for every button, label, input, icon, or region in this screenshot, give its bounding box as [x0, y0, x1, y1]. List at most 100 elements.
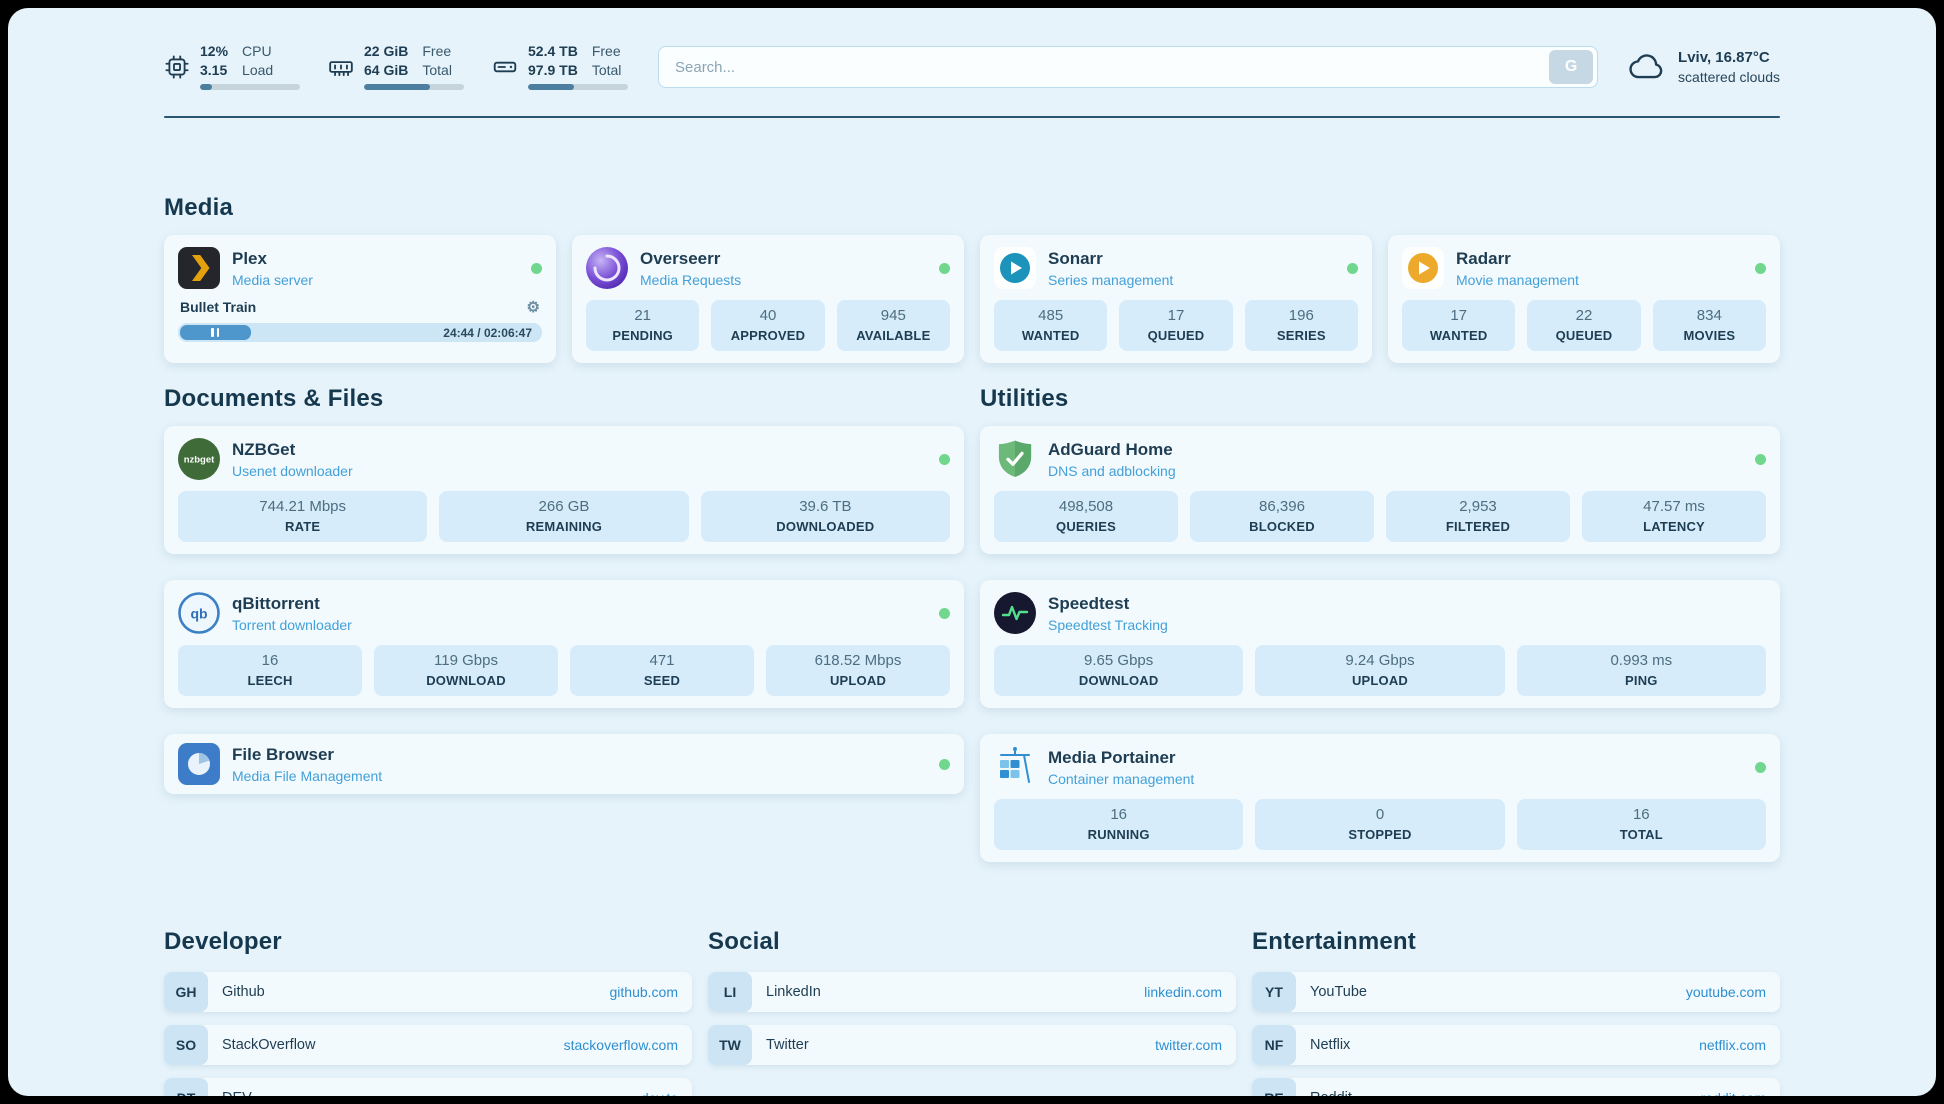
stat-label: WANTED	[1021, 328, 1080, 344]
filebrowser-icon	[178, 743, 220, 786]
search-input[interactable]	[659, 58, 1550, 76]
radarr-icon	[1402, 247, 1444, 290]
bookmark-url[interactable]: reddit.com	[1701, 1090, 1766, 1096]
section-documents: Documents & Files nzbget NZBGet Usenet d…	[164, 385, 964, 795]
card-qbittorrent[interactable]: qb qBittorrent Torrent downloader 16	[164, 580, 964, 709]
cpu-load-value: 3.15	[200, 61, 228, 78]
status-dot	[939, 262, 950, 274]
bookmark-url[interactable]: dev.to	[641, 1090, 678, 1096]
stat-label: UPLOAD	[1351, 673, 1409, 689]
cpu-usage-bar-fill	[200, 84, 212, 91]
radarr-header: Radarr Movie management	[1402, 247, 1766, 290]
section-title-entertainment: Entertainment	[1252, 928, 1416, 956]
stat-label: BLOCKED	[1249, 519, 1315, 535]
card-adguard[interactable]: AdGuard Home DNS and adblocking 498,508 …	[980, 426, 1780, 555]
stat-label: REMAINING	[525, 519, 603, 535]
disk-total-value: 97.9 TB	[528, 61, 578, 78]
bookmark-name: YouTube	[1310, 984, 1367, 1001]
stat-label: UPLOAD	[829, 673, 887, 689]
stat-value: 9.24 Gbps	[1345, 652, 1415, 670]
youtube-abbr-icon: YT	[1252, 972, 1296, 1013]
card-plex[interactable]: Plex Media server Bullet Train ⚙	[164, 235, 556, 364]
stat-label: SEED	[643, 673, 681, 689]
stat-label: AVAILABLE	[856, 328, 931, 344]
stat-label: DOWNLOADED	[776, 519, 875, 535]
stat-upload: 618.52 Mbps UPLOAD	[766, 645, 950, 697]
bookmark-youtube[interactable]: YT YouTube youtube.com	[1252, 972, 1780, 1013]
playback-progress-bar: 24:44 / 02:06:47	[178, 323, 542, 343]
card-nzbget[interactable]: nzbget NZBGet Usenet downloader 744.21 M…	[164, 426, 964, 555]
stat-label: APPROVED	[730, 328, 806, 344]
disk-usage-bar-fill	[528, 84, 574, 91]
linkedin-abbr-icon: LI	[708, 972, 752, 1013]
stat-value: 17	[1167, 307, 1185, 325]
status-dot	[939, 453, 950, 465]
service-subtitle: Torrent downloader	[232, 616, 352, 633]
section-media: Media Plex Media server	[164, 194, 1780, 364]
stat-filtered: 2,953 FILTERED	[1386, 491, 1570, 543]
search-engine-button[interactable]: G	[1549, 50, 1594, 85]
stat-value: 17	[1450, 307, 1467, 325]
stat-label: QUEUED	[1147, 328, 1205, 344]
section-title-developer: Developer	[164, 928, 282, 956]
stackoverflow-abbr-icon: SO	[164, 1025, 208, 1066]
bookmark-dev[interactable]: DT DEV dev.to	[164, 1078, 692, 1096]
dashboard-page: 12% 3.15 CPU Load	[8, 8, 1936, 1096]
card-radarr[interactable]: Radarr Movie management 17 WANTED 22 QUE…	[1388, 235, 1780, 364]
cpu-percent: 12%	[200, 43, 229, 59]
bookmark-group-developer: Developer GH Github github.com SO StackO…	[164, 928, 692, 1096]
card-portainer[interactable]: Media Portainer Container management 16 …	[980, 734, 1780, 863]
plex-header: Plex Media server	[178, 247, 542, 290]
card-filebrowser[interactable]: File Browser Media File Management	[164, 734, 964, 795]
gear-icon[interactable]: ⚙	[526, 298, 540, 316]
stat-value: 9.65 Gbps	[1084, 652, 1154, 670]
status-dot	[1755, 262, 1766, 274]
bookmark-netflix[interactable]: NF Netflix netflix.com	[1252, 1025, 1780, 1066]
netflix-abbr-icon: NF	[1252, 1025, 1296, 1066]
card-speedtest[interactable]: Speedtest Speedtest Tracking 9.65 Gbps D…	[980, 580, 1780, 709]
stat-leech: 16 LEECH	[178, 645, 362, 697]
ram-free-label: Free	[422, 43, 452, 59]
bookmark-url[interactable]: stackoverflow.com	[563, 1037, 678, 1054]
bookmark-url[interactable]: netflix.com	[1699, 1037, 1766, 1054]
stat-running: 16 RUNNING	[994, 799, 1244, 851]
bookmark-linkedin[interactable]: LI LinkedIn linkedin.com	[708, 972, 1236, 1013]
github-abbr-icon: GH	[164, 972, 208, 1013]
stat-label: DOWNLOAD	[426, 673, 506, 689]
bookmark-url[interactable]: linkedin.com	[1144, 984, 1222, 1001]
stat-stopped: 0 STOPPED	[1255, 799, 1505, 851]
section-title-social: Social	[708, 928, 780, 956]
stat-remaining: 266 GB REMAINING	[439, 491, 689, 543]
dev-abbr-icon: DT	[164, 1078, 208, 1096]
stat-pending: 21 PENDING	[586, 300, 700, 352]
stat-label: SERIES	[1276, 328, 1326, 344]
bookmark-url[interactable]: youtube.com	[1685, 984, 1766, 1001]
bookmark-url[interactable]: twitter.com	[1155, 1037, 1222, 1054]
bookmark-github[interactable]: GH Github github.com	[164, 972, 692, 1013]
card-overseerr[interactable]: Overseerr Media Requests 21 PENDING 40 A…	[572, 235, 964, 364]
overseerr-icon	[586, 247, 628, 290]
bookmark-reddit[interactable]: RE Reddit reddit.com	[1252, 1078, 1780, 1096]
bookmark-twitter[interactable]: TW Twitter twitter.com	[708, 1025, 1236, 1066]
stat-value: 0.993 ms	[1610, 652, 1673, 670]
status-dot	[1755, 453, 1766, 465]
svg-text:qb: qb	[190, 606, 207, 622]
service-subtitle: Container management	[1048, 770, 1195, 787]
disk-icon	[492, 54, 518, 80]
disk-free-value: 52.4 TB	[528, 43, 578, 59]
header-divider	[164, 116, 1780, 119]
playback-time: 24:44 / 02:06:47	[443, 325, 532, 340]
card-sonarr[interactable]: Sonarr Series management 485 WANTED 17 Q…	[980, 235, 1372, 364]
service-name: NZBGet	[232, 439, 296, 459]
bookmark-stackoverflow[interactable]: SO StackOverflow stackoverflow.com	[164, 1025, 692, 1066]
stat-label: LATENCY	[1643, 519, 1705, 535]
section-utilities: Utilities	[980, 385, 1780, 863]
stat-value: 39.6 TB	[799, 498, 852, 516]
svg-text:nzbget: nzbget	[184, 455, 215, 466]
ram-free-value: 22 GiB	[364, 43, 409, 59]
section-title-media: Media	[164, 194, 234, 222]
bookmark-url[interactable]: github.com	[609, 984, 678, 1001]
qbittorrent-header: qb qBittorrent Torrent downloader	[178, 592, 950, 635]
status-dot	[939, 758, 950, 770]
pause-icon[interactable]	[211, 328, 220, 338]
